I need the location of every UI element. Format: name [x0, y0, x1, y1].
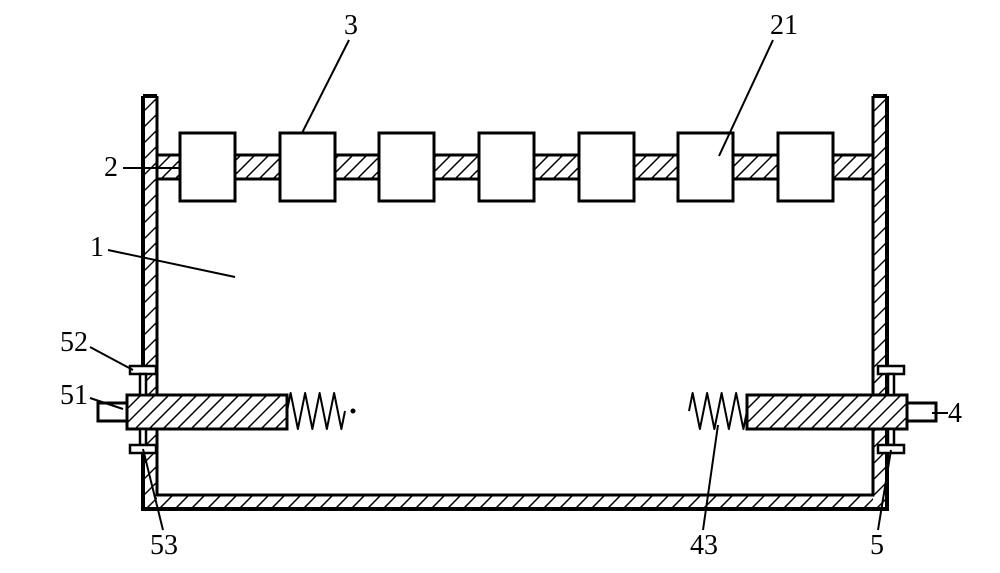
label-1: 1 — [90, 232, 104, 264]
callout-21 — [719, 40, 773, 156]
label-2: 2 — [104, 152, 118, 184]
callout-43 — [703, 425, 718, 530]
label-5: 5 — [870, 530, 884, 562]
callout-3 — [302, 40, 349, 133]
schematic-canvas — [0, 0, 1000, 573]
label-4: 4 — [948, 398, 962, 430]
screw-left — [93, 395, 309, 429]
label-53: 53 — [150, 530, 178, 562]
label-3: 3 — [344, 10, 358, 42]
label-51: 51 — [60, 380, 88, 412]
callout-53 — [143, 449, 163, 530]
callout-52 — [90, 347, 133, 370]
label-43: 43 — [690, 530, 718, 562]
label-52: 52 — [60, 327, 88, 359]
spring-left — [287, 393, 345, 429]
spring-end-dot — [351, 409, 356, 414]
callout-1 — [108, 250, 235, 277]
label-21: 21 — [770, 10, 798, 42]
spring-right — [689, 393, 747, 429]
